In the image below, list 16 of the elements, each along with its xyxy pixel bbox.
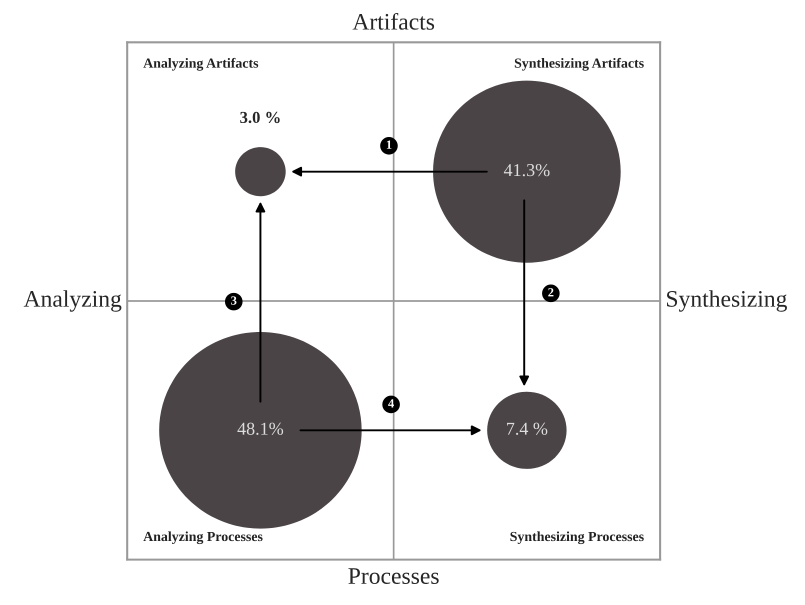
text: 3: [231, 296, 236, 305]
text: Processes: [348, 568, 439, 584]
text: 4: [388, 399, 394, 408]
text: 2: [548, 288, 554, 296]
text: Analyzing: [24, 290, 122, 312]
text: Synthesizing: [667, 290, 787, 312]
category-label: Synthesizing Artifacts: [514, 58, 644, 71]
text: 1: [386, 140, 392, 149]
category-label: Analyzing Processes: [143, 531, 263, 544]
data-label: 41.3%: [504, 164, 550, 176]
data-label: 3.0 %: [240, 112, 280, 124]
data-label: 7.4 %: [507, 422, 548, 435]
category-label: Analyzing Artifacts: [143, 58, 258, 71]
text: Artifacts: [352, 12, 434, 30]
category-label: Synthesizing Processes: [510, 531, 644, 544]
data-label: 48.1%: [237, 422, 284, 435]
